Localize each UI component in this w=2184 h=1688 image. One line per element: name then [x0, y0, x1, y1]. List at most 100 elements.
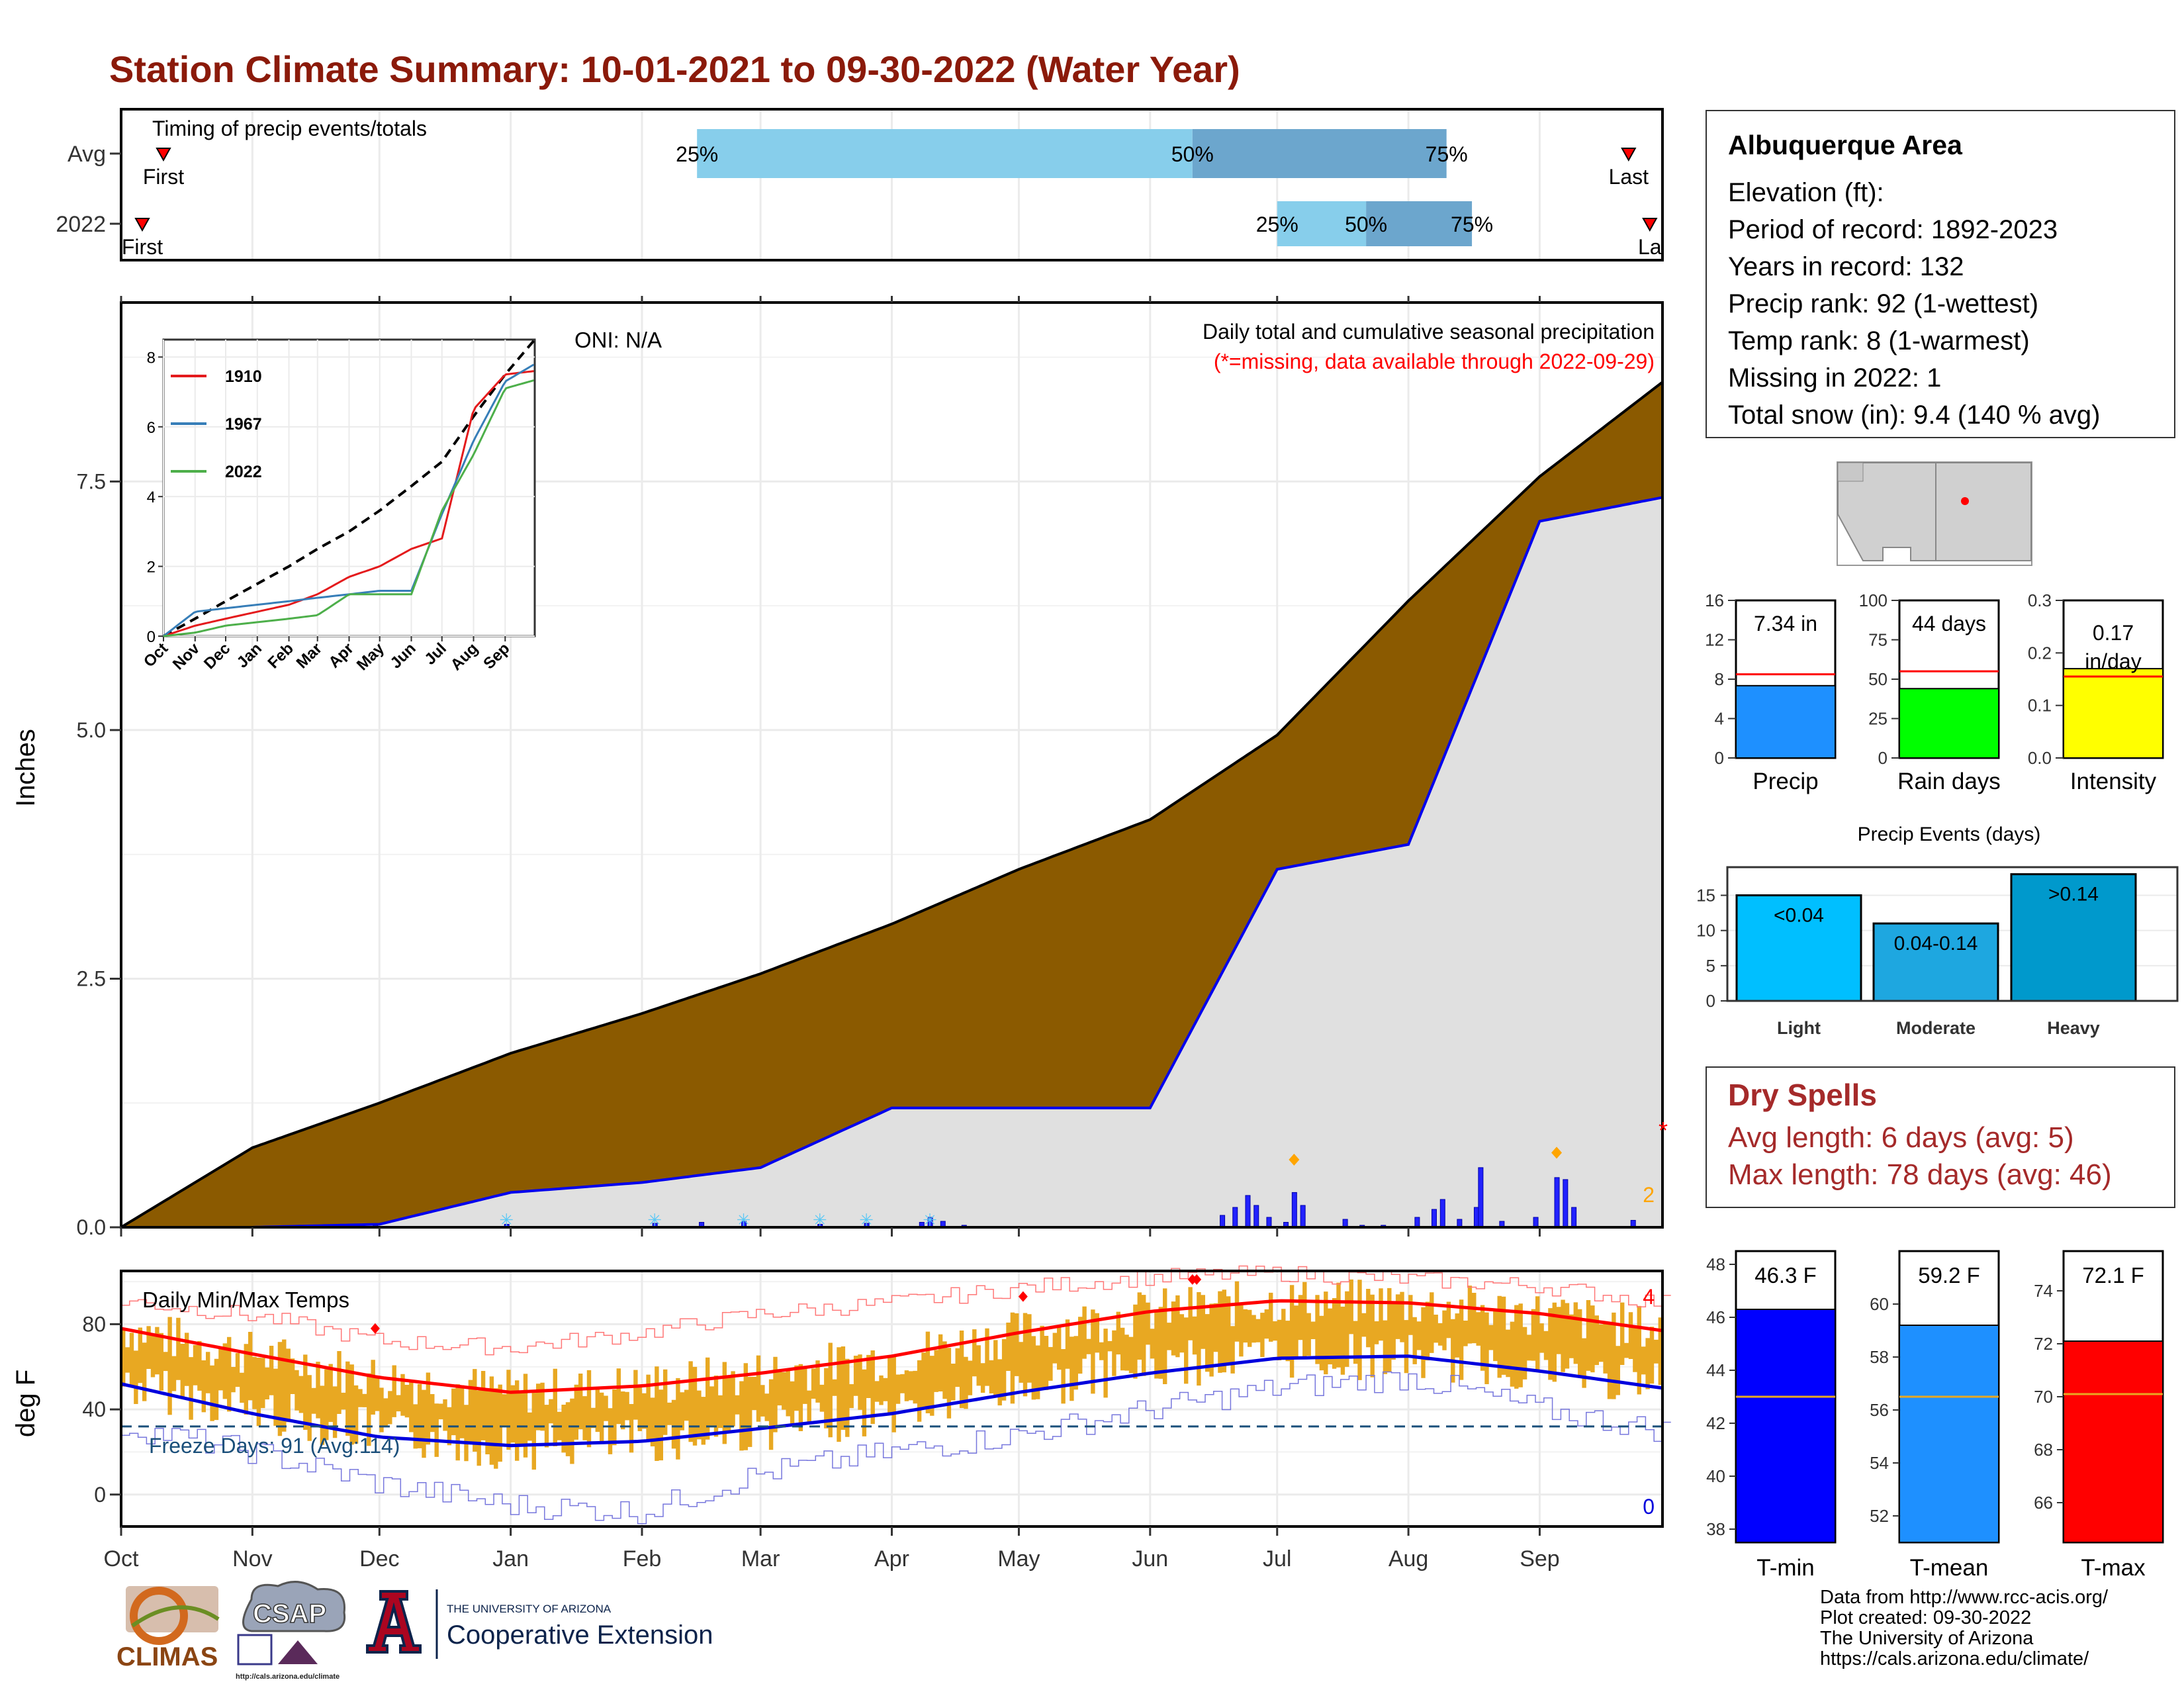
timing-bar-50-75 [1192, 129, 1447, 178]
daily-precip-bar [1300, 1205, 1306, 1228]
temp-bar-value: 59.2 F [1918, 1263, 1980, 1288]
temp-bar-label: T-mean [1910, 1555, 1989, 1581]
inset-ytick-label: 4 [147, 489, 156, 506]
temp-bar-ytick-label: 44 [1706, 1360, 1725, 1380]
mini-bar-ytick-label: 0.2 [2028, 643, 2052, 663]
timing-label-50: 50% [1345, 212, 1387, 236]
precip-caption: Daily total and cumulative seasonal prec… [1203, 320, 1655, 344]
timing-bar-25-50 [697, 129, 1193, 178]
station-info-line: Precip rank: 92 (1-wettest) [1728, 289, 2039, 318]
temps-ytick-label: 80 [82, 1312, 106, 1336]
timing-bar-50-75 [1366, 201, 1473, 246]
temp-bar-ytick-label: 52 [1870, 1506, 1889, 1526]
mini-bar-ytick-label: 0.3 [2028, 590, 2052, 610]
station-name: Albuquerque Area [1728, 130, 1962, 160]
precip-panel: ✳ ✳ ✳ ✳ ✳ ✳ 0.0 2.5 5.0 7.5 Inches ONI: N/A Daily to… [11, 296, 1668, 1239]
precip-average-line [120, 381, 1664, 1229]
daily-precip-bar [1266, 1217, 1272, 1228]
temp-bar-ytick-label: 66 [2034, 1493, 2053, 1513]
mini-bar-ytick-label: 12 [1705, 630, 1724, 650]
daily-precip-bar [1291, 1192, 1297, 1228]
heavy-count-label: 2 [1643, 1183, 1655, 1207]
month-label: Oct [104, 1546, 139, 1571]
timing-marker-label: Last [1609, 165, 1649, 189]
month-label: Mar [741, 1546, 780, 1571]
mini-bar-ytick-label: 8 [1715, 669, 1724, 689]
page-title: Station Climate Summary: 10-01-2021 to 0… [109, 48, 1240, 90]
events-ytick-label: 5 [1706, 956, 1715, 976]
mini-bar-Rain days [1899, 688, 1999, 759]
mini-bar-label: Precip [1752, 769, 1818, 794]
location-map [1837, 461, 2032, 566]
temp-bar-label: T-min [1756, 1555, 1815, 1581]
temp-bar-ytick-label: 58 [1870, 1347, 1889, 1367]
mini-bar-ytick-label: 0.0 [2028, 748, 2052, 768]
station-info-line: Missing in 2022: 1 [1728, 363, 1942, 393]
missing-marker: * [1659, 1117, 1668, 1144]
temp-bar-ytick-label: 68 [2034, 1440, 2053, 1460]
snow-marker: ✳ [499, 1210, 514, 1230]
inset-ytick-label: 2 [147, 559, 156, 577]
timing-panel: Timing of precip events/totals Avg 25% 50% 7… [56, 108, 1664, 261]
precip-2022-line [121, 496, 1663, 1229]
mini-bar-Precip [1735, 684, 1836, 759]
station-info-lines: Elevation (ft): Period of record: 1892-20… [1728, 174, 2174, 434]
precip-ytick-label: 7.5 [77, 469, 106, 493]
inset-legend-label: 2022 [225, 463, 262, 481]
daily-precip-bar [1563, 1179, 1569, 1228]
timing-marker [156, 148, 171, 162]
record-max-line [121, 1265, 1671, 1356]
event-bar-Light [1735, 894, 1862, 1002]
month-label: Sep [1520, 1546, 1560, 1571]
daily-precip-bar [1253, 1205, 1259, 1228]
temp-bar-T-mean [1899, 1325, 1999, 1543]
month-label: Apr [874, 1546, 909, 1571]
precip-missing-note: (*=missing, data available through 2022-… [1214, 350, 1655, 373]
university-logo: THE UNIVERSITY OF ARIZONA Cooperative Ex… [366, 1589, 713, 1659]
heavy-precip-marker [1289, 1153, 1300, 1166]
temp-bar-ytick-label: 70 [2034, 1387, 2053, 1407]
temp-bar-value: 72.1 F [2082, 1263, 2144, 1288]
mini-bar-Intensity [2063, 668, 2163, 759]
timing-marker-label: First [143, 165, 184, 189]
precip-ylabel: Inches [11, 729, 40, 807]
temp-bar-T-min [1735, 1309, 1836, 1543]
mini-bar-label: Intensity [2070, 769, 2157, 794]
snow-marker: ✳ [859, 1210, 874, 1230]
temp-bar-ytick-label: 54 [1870, 1453, 1889, 1473]
month-label: Jan [492, 1546, 529, 1571]
temp-bar-ytick-label: 72 [2034, 1334, 2053, 1354]
precip-ytick-label: 0.0 [77, 1215, 106, 1239]
temp-bar-ytick-label: 46 [1706, 1307, 1725, 1327]
month-label: Feb [623, 1546, 662, 1571]
record-low-count: 0 [1643, 1495, 1655, 1519]
daily-precip-bar [1245, 1195, 1251, 1228]
credit-line: Plot created: 09-30-2022 [1820, 1607, 2032, 1628]
events-frame [1726, 866, 2179, 1002]
mini-bar-value: 0.17 [2093, 621, 2134, 645]
daily-precip-bar [1439, 1199, 1445, 1228]
event-category-label: Moderate [1896, 1018, 1976, 1038]
event-bar-Heavy [2010, 873, 2137, 1002]
inset-ytick-label: 8 [147, 349, 156, 367]
heavy-precip-marker [1551, 1147, 1563, 1159]
event-bar-label: >0.14 [2048, 884, 2099, 906]
mini-bar-ytick-label: 0 [1878, 748, 1888, 768]
events-ytick-label: 10 [1696, 921, 1715, 941]
oni-label: ONI: N/A [574, 328, 662, 352]
inset-legend-label: 1967 [225, 415, 262, 434]
csap-text: CSAP [253, 1599, 326, 1628]
inset-ytick-label: 6 [147, 419, 156, 437]
mini-bar-ytick-label: 75 [1868, 630, 1888, 650]
station-info-line: Period of record: 1892-2023 [1728, 215, 2058, 244]
mini-bar-ytick-label: 16 [1705, 590, 1724, 610]
mini-bar-ytick-label: 100 [1859, 590, 1888, 610]
timing-title: Timing of precip events/totals [152, 117, 427, 140]
daily-precip-bar [1571, 1207, 1577, 1228]
station-location-dot [1961, 497, 1969, 505]
snow-marker: ✳ [813, 1210, 827, 1230]
temps-ylabel: deg F [11, 1370, 40, 1437]
event-bar-Moderate [1872, 922, 1999, 1002]
snow-marker: ✳ [737, 1210, 751, 1230]
